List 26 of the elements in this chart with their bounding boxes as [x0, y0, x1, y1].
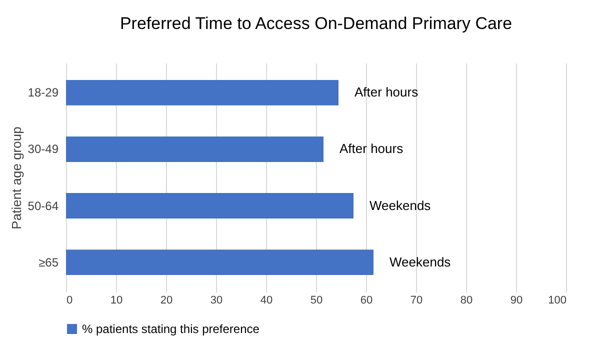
annotation: Weekends — [370, 198, 432, 213]
annotation: Weekends — [390, 254, 452, 270]
x-tick-label: 80 — [460, 294, 473, 306]
bar — [66, 80, 338, 106]
x-tick-label: 20 — [160, 294, 173, 306]
annotation: After hours — [354, 84, 419, 100]
x-tick-label: 70 — [410, 294, 423, 306]
y-tick-label: 30-49 — [28, 142, 59, 156]
bar — [66, 250, 374, 276]
x-tick-label: 10 — [110, 294, 123, 306]
x-tick-label: 0 — [66, 294, 73, 306]
x-tick-label: 60 — [360, 294, 373, 306]
y-tick-label: 18-29 — [28, 86, 59, 100]
x-tick-label: 40 — [260, 294, 273, 306]
legend-label: % patients stating this preference — [82, 322, 260, 336]
annotation: After hours — [340, 141, 404, 156]
y-tick-label: ≥65 — [38, 255, 59, 270]
x-tick-label: 100 — [548, 294, 566, 306]
y-tick-label: 50-64 — [28, 198, 59, 213]
x-tick-label: 50 — [310, 294, 323, 306]
bar — [66, 136, 324, 162]
y-axis-title: Patient age group — [8, 126, 24, 230]
chart-title: Preferred Time to Access On-Demand Primary Care — [120, 14, 512, 33]
bar — [66, 193, 354, 218]
x-tick-label: 90 — [510, 294, 523, 306]
x-tick-label: 30 — [210, 294, 223, 306]
